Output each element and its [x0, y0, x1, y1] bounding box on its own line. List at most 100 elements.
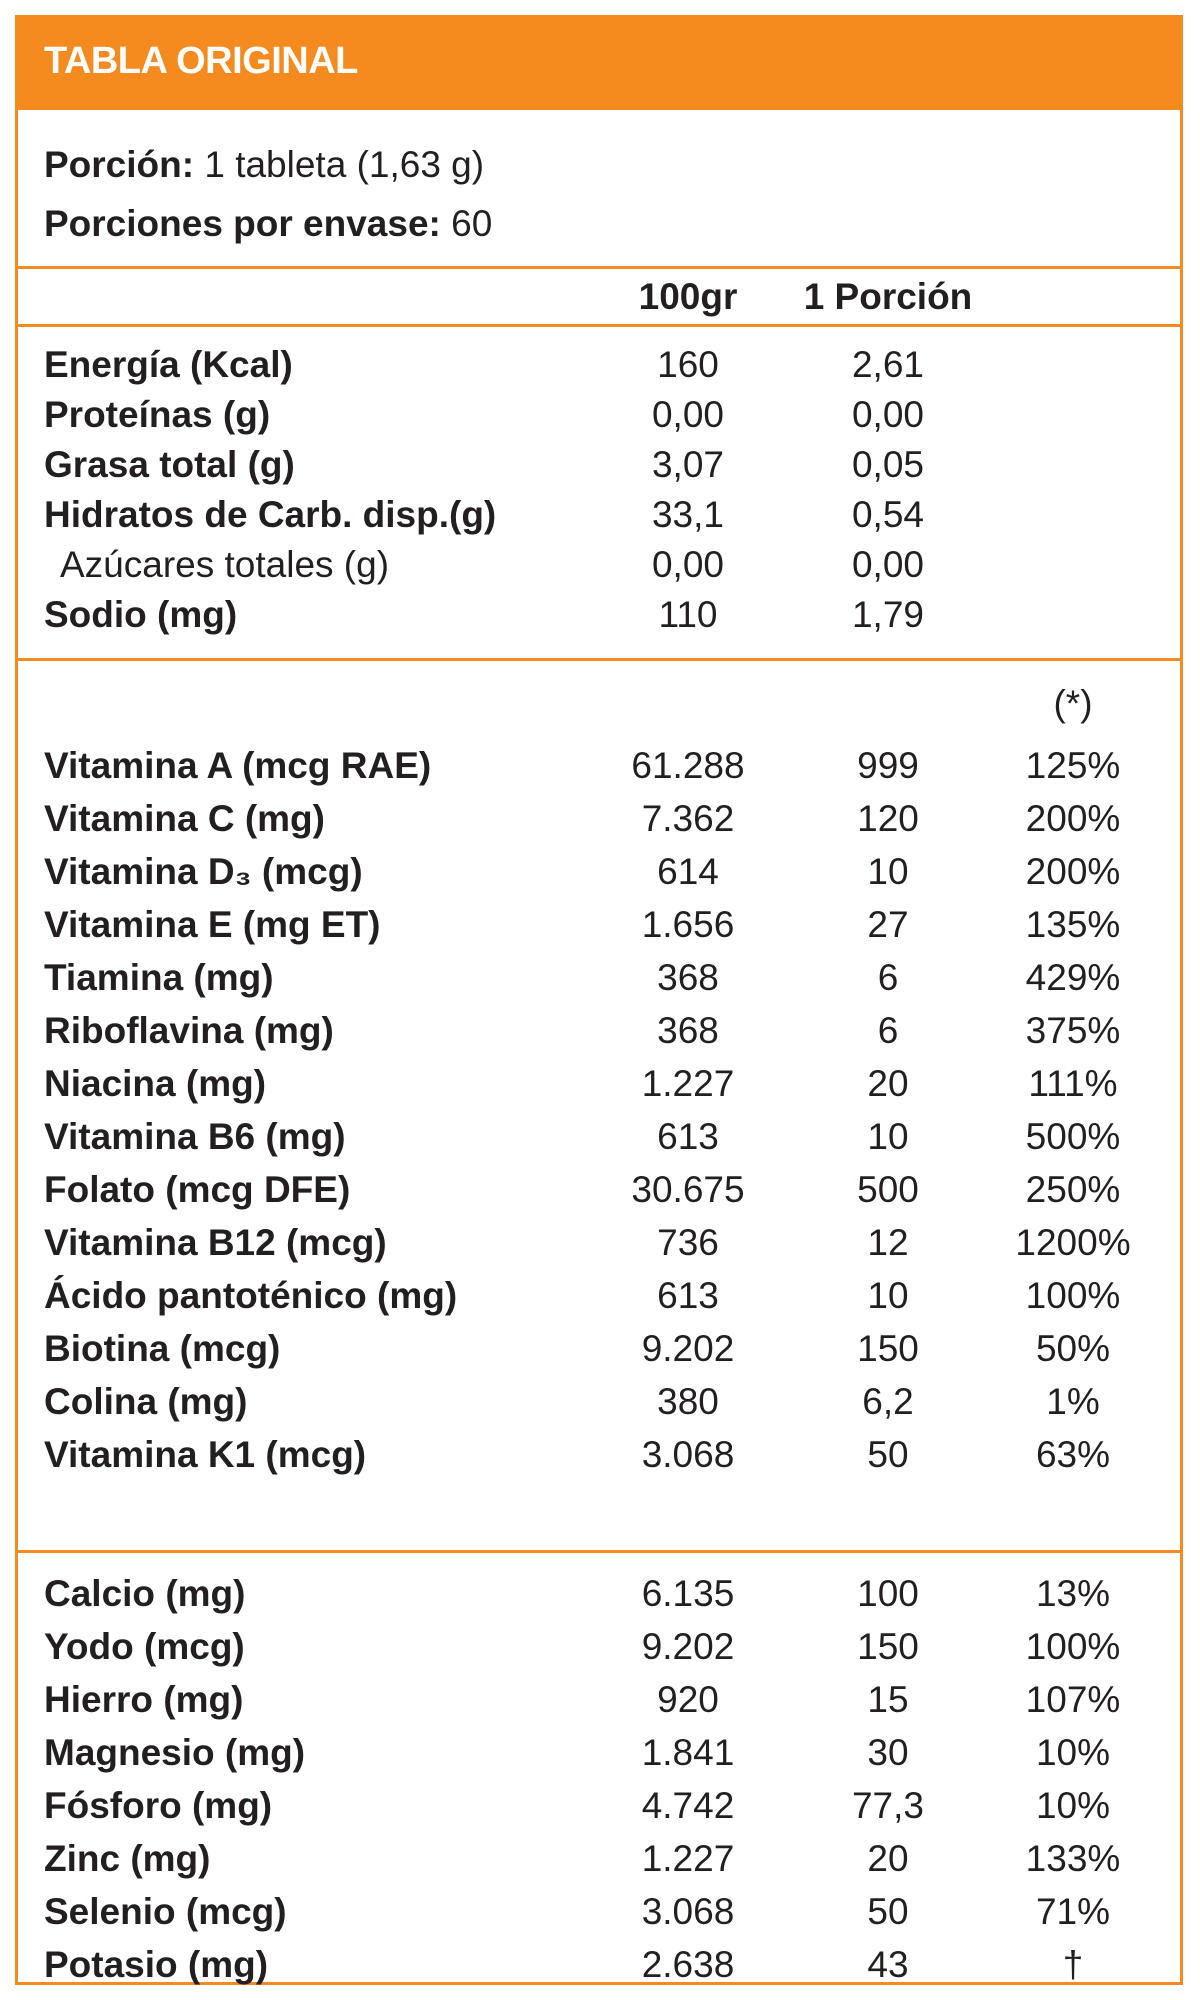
- column-header-100g: 100gr: [638, 276, 738, 317]
- value-per-portion: 10: [867, 851, 909, 892]
- table-row: Energía (Kcal) 160 2,61: [18, 339, 1180, 391]
- table-title: TABLA ORIGINAL: [44, 40, 358, 82]
- value-per-portion: 43: [867, 1944, 909, 1985]
- value-per-100g: 160: [657, 344, 719, 385]
- value-idr-percent: 135%: [1025, 904, 1121, 945]
- table-row: Vitamina K1 (mcg) 3.068 50 63%: [18, 1429, 1180, 1481]
- value-per-100g: 3.068: [641, 1891, 735, 1932]
- value-per-portion: 6: [877, 957, 899, 998]
- divider: [18, 1550, 1180, 1553]
- nutrient-label: Zinc (mg): [44, 1838, 211, 1879]
- nutrient-label: Vitamina C (mg): [44, 798, 325, 839]
- nutrient-label: Niacina (mg): [44, 1063, 267, 1104]
- nutrient-label: Vitamina D₃ (mcg): [44, 851, 363, 892]
- table-row: Fósforo (mg) 4.742 77,3 10%: [18, 1780, 1180, 1832]
- table-row: Proteínas (g) 0,00 0,00: [18, 389, 1180, 441]
- nutrient-label: Vitamina E (mg ET): [44, 904, 381, 945]
- value-idr-percent: 133%: [1025, 1838, 1121, 1879]
- value-per-portion: 0,54: [851, 494, 924, 535]
- idr-header-row: (*): [18, 678, 1180, 730]
- value-idr-percent: 200%: [1025, 851, 1121, 892]
- nutrient-label: Fósforo (mg): [44, 1785, 273, 1826]
- value-idr-percent: 100%: [1025, 1275, 1121, 1316]
- table-row: Vitamina A (mcg RAE) 61.288 999 125%: [18, 740, 1180, 792]
- table-row: Ácido pantoténico (mg) 613 10 100%: [18, 1270, 1180, 1322]
- value-per-100g: 2.638: [641, 1944, 735, 1985]
- value-per-100g: 0,00: [651, 544, 724, 585]
- nutrient-label: Biotina (mcg): [44, 1328, 281, 1369]
- value-idr-percent: 429%: [1025, 957, 1121, 998]
- value-per-100g: 4.742: [641, 1785, 735, 1826]
- divider: [18, 658, 1180, 661]
- value-per-portion: 50: [867, 1434, 909, 1475]
- value-per-portion: 77,3: [851, 1785, 924, 1826]
- value-per-100g: 614: [657, 851, 719, 892]
- value-idr-percent: 1%: [1046, 1381, 1100, 1422]
- table-row: Niacina (mg) 1.227 20 111%: [18, 1058, 1180, 1110]
- value-idr-percent: 375%: [1025, 1010, 1121, 1051]
- servings-value: 60: [451, 203, 493, 244]
- table-header: TABLA ORIGINAL: [18, 18, 1180, 110]
- portion-line: Porción: 1 tableta (1,63 g): [44, 143, 484, 187]
- nutrient-label: Grasa total (g): [44, 444, 295, 485]
- table-row: Azúcares totales (g) 0,00 0,00: [18, 539, 1180, 591]
- column-header-row: 100gr 1 Porción: [18, 271, 1180, 323]
- value-per-100g: 1.227: [641, 1063, 735, 1104]
- table-row: Selenio (mcg) 3.068 50 71%: [18, 1886, 1180, 1938]
- table-row: Vitamina C (mg) 7.362 120 200%: [18, 793, 1180, 845]
- value-per-portion: 100: [857, 1573, 919, 1614]
- value-per-100g: 6.135: [641, 1573, 735, 1614]
- nutrient-label: Selenio (mcg): [44, 1891, 287, 1932]
- value-idr-percent: 63%: [1035, 1434, 1111, 1475]
- nutrient-label: Ácido pantoténico (mg): [44, 1275, 458, 1316]
- table-row: Riboflavina (mg) 368 6 375%: [18, 1005, 1180, 1057]
- value-idr-percent: 500%: [1025, 1116, 1121, 1157]
- value-per-100g: 920: [657, 1679, 719, 1720]
- servings-label: Porciones por envase:: [44, 203, 441, 244]
- nutrient-label: Riboflavina (mg): [44, 1010, 334, 1051]
- nutrient-label: Colina (mg): [44, 1381, 248, 1422]
- value-per-100g: 736: [657, 1222, 719, 1263]
- nutrient-label: Folato (mcg DFE): [44, 1169, 351, 1210]
- value-idr-percent: 200%: [1025, 798, 1121, 839]
- table-row: Vitamina E (mg ET) 1.656 27 135%: [18, 899, 1180, 951]
- nutrient-label: Yodo (mcg): [44, 1626, 245, 1667]
- value-per-portion: 999: [857, 745, 919, 786]
- nutrient-label: Vitamina A (mcg RAE): [44, 745, 432, 786]
- value-idr-percent: 71%: [1035, 1891, 1111, 1932]
- table-row: Folato (mcg DFE) 30.675 500 250%: [18, 1164, 1180, 1216]
- table-row: Vitamina B12 (mcg) 736 12 1200%: [18, 1217, 1180, 1269]
- nutrient-label: Hierro (mg): [44, 1679, 244, 1720]
- value-idr-percent: 13%: [1035, 1573, 1111, 1614]
- value-per-100g: 1.656: [641, 904, 735, 945]
- value-per-portion: 20: [867, 1063, 909, 1104]
- column-header-idr: (*): [1053, 683, 1093, 724]
- value-per-portion: 10: [867, 1116, 909, 1157]
- value-per-100g: 30.675: [631, 1169, 745, 1210]
- value-per-portion: 10: [867, 1275, 909, 1316]
- value-per-100g: 613: [657, 1116, 719, 1157]
- value-per-portion: 150: [857, 1626, 919, 1667]
- nutrient-label: Azúcares totales (g): [60, 544, 390, 585]
- value-idr-percent: 125%: [1025, 745, 1121, 786]
- table-row: Biotina (mcg) 9.202 150 50%: [18, 1323, 1180, 1375]
- table-row: Vitamina B6 (mg) 613 10 500%: [18, 1111, 1180, 1163]
- value-idr-percent: 100%: [1025, 1626, 1121, 1667]
- value-per-100g: 368: [657, 1010, 719, 1051]
- nutrient-label: Energía (Kcal): [44, 344, 293, 385]
- value-idr-percent: 111%: [1028, 1063, 1118, 1104]
- value-per-100g: 33,1: [651, 494, 724, 535]
- portion-value: 1 tableta (1,63 g): [204, 144, 485, 185]
- divider: [18, 266, 1180, 269]
- value-per-100g: 1.227: [641, 1838, 735, 1879]
- nutrient-label: Hidratos de Carb. disp.(g): [44, 494, 497, 535]
- value-per-portion: 12: [867, 1222, 909, 1263]
- value-per-portion: 2,61: [851, 344, 924, 385]
- value-per-100g: 9.202: [641, 1328, 735, 1369]
- value-per-100g: 9.202: [641, 1626, 735, 1667]
- value-idr-percent: †: [1062, 1944, 1084, 1985]
- nutrient-label: Sodio (mg): [44, 594, 238, 635]
- value-idr-percent: 10%: [1035, 1785, 1111, 1826]
- value-per-portion: 1,79: [851, 594, 924, 635]
- table-row: Colina (mg) 380 6,2 1%: [18, 1376, 1180, 1428]
